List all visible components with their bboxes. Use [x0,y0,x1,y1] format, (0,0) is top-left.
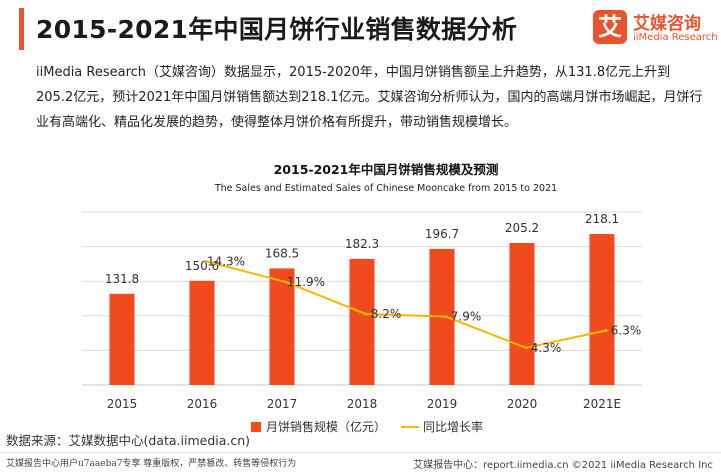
intro-paragraph: iiMedia Research（艾媒咨询）数据显示，2015-2020年，中国… [36,65,703,130]
bar-2018 [349,258,375,385]
data-source-note: 数据来源：艾媒数据中心(data.iimedia.cn) [6,433,251,448]
legend-bar-label: 月饼销售规模（亿元） [266,419,386,434]
chart-title: 2015-2021年中国月饼销售规模及预测 [274,162,499,177]
logo-cn-text: 艾媒咨询 [633,14,701,34]
bar-2016 [189,280,215,385]
line-label-2020: 4.3% [531,341,562,355]
x-tick-2015: 2015 [107,397,138,411]
copyright-notice: 艾媒报告中心用户u7aaeba7专享 尊重版权，严禁篡改、转售等侵权行为 [6,459,297,469]
report-center-link[interactable]: 艾媒报告中心：report.iimedia.cn ©2021 iiMedia R… [413,460,713,471]
x-tick-2020: 2020 [507,397,538,411]
line-label-2021E: 6.3% [611,324,642,338]
bar-2015 [109,293,135,385]
bar-2017 [269,268,295,385]
line-label-2018: 8.2% [371,307,402,321]
line-point-2019 [444,315,448,319]
line-point-2017 [284,280,288,284]
line-point-2016 [204,259,208,263]
line-label-2016: 14.3% [207,254,245,268]
growth-rate-line [205,260,607,349]
logo-en-text: iiMedia Research [633,32,718,43]
line-point-2020 [524,346,528,350]
bar-label-2018: 182.3 [345,237,379,251]
line-label-2019: 7.9% [451,310,482,324]
logo-mark: 艾 [593,10,627,44]
x-tick-2016: 2016 [187,397,218,411]
bar-label-2015: 131.8 [105,272,139,286]
bar-label-2020: 205.2 [505,221,539,235]
iimedia-logo: 艾 艾媒咨询 iiMedia Research [593,8,718,50]
x-tick-2019: 2019 [427,397,458,411]
bar-label-2017: 168.5 [265,246,299,260]
line-point-2021E [604,329,608,333]
bar-label-2019: 196.7 [425,227,459,241]
footer-strip: 艾媒报告中心用户u7aaeba7专享 尊重版权，严禁篡改、转售等侵权行为 艾媒报… [0,452,721,473]
bar-2021E [589,234,615,385]
page-title: 2015-2021年中国月饼行业销售数据分析 [36,15,518,44]
x-tick-2018: 2018 [347,397,378,411]
bar-label-2021E: 218.1 [585,212,619,226]
line-point-2018 [364,312,368,316]
bar-2020 [509,243,535,385]
x-tick-2017: 2017 [267,397,298,411]
line-label-2017: 11.9% [287,275,325,289]
legend-bar-swatch [251,422,261,432]
chart-subtitle: The Sales and Estimated Sales of Chinese… [214,183,557,194]
title-accent-bar [19,8,24,50]
x-tick-2021E: 2021E [583,397,621,411]
legend-line-label: 同比增长率 [423,419,483,434]
